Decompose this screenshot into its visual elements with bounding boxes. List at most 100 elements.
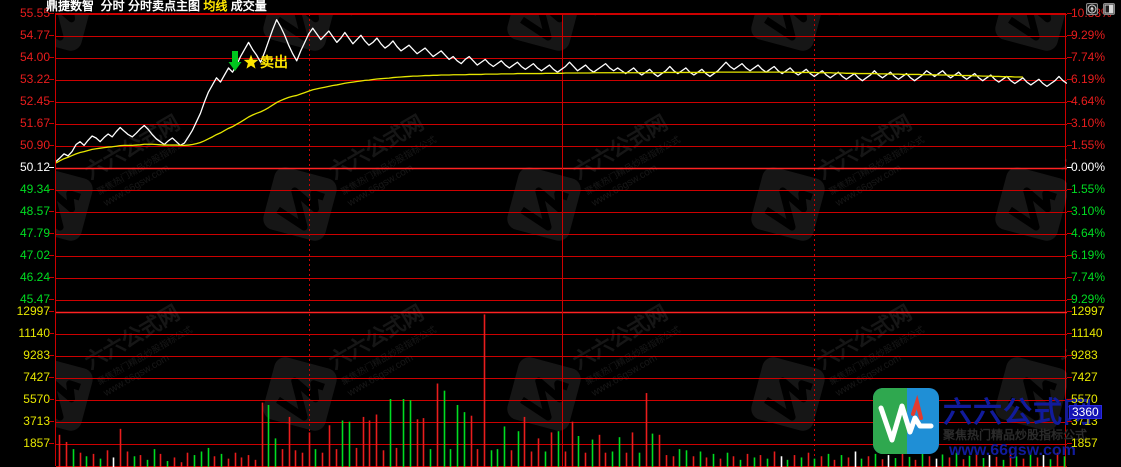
percent-axis-label-13: 9.29% [1071, 292, 1106, 306]
axis-tick [1067, 255, 1072, 256]
price-line [56, 19, 1067, 163]
percent-axis-label-4: 4.64% [1071, 94, 1106, 108]
axis-tick [49, 145, 54, 146]
percent-axis-label-2: 7.74% [1071, 50, 1106, 64]
axis-tick [49, 299, 54, 300]
percent-axis-right[interactable]: 10.83%9.29%7.74%6.19%4.64%3.10%1.55%0.00… [1067, 0, 1121, 466]
down-arrow-icon [228, 51, 242, 71]
axis-tick [49, 255, 54, 256]
axis-tick [1067, 421, 1072, 422]
percent-axis-label-10: 4.64% [1071, 226, 1106, 240]
volume-axis-label-right-2: 9283 [1071, 348, 1098, 362]
volume-axis-label-right-0: 12997 [1071, 304, 1105, 318]
volume-axis-label-left-5: 3713 [23, 414, 50, 428]
axis-tick [1067, 399, 1072, 400]
axis-tick [1067, 211, 1072, 212]
axis-tick [1067, 277, 1072, 278]
axis-tick [49, 13, 54, 14]
title-segment-0[interactable]: 鼎捷数智 [46, 0, 95, 13]
chart-title-group: 鼎捷数智 分时 分时卖点主图 均线 成交量 [46, 0, 267, 13]
percent-axis-label-9: 3.10% [1071, 204, 1106, 218]
axis-tick [1067, 443, 1072, 444]
percent-axis-label-11: 6.19% [1071, 248, 1106, 262]
title-segment-2[interactable]: 分时卖点主图 [124, 0, 201, 13]
axis-tick [49, 311, 54, 312]
price-axis-label-4: 52.45 [19, 94, 50, 108]
axis-tick [1067, 311, 1072, 312]
axis-tick [1067, 35, 1072, 36]
price-axis-label-7: 50.12 [19, 160, 50, 174]
percent-axis-label-12: 7.74% [1071, 270, 1106, 284]
price-axis-label-3: 53.22 [19, 72, 50, 86]
axis-tick [1067, 79, 1072, 80]
axis-tick [49, 443, 54, 444]
axis-tick [1067, 13, 1072, 14]
percent-axis-label-7: 0.00% [1071, 160, 1106, 174]
chart-title-bar: 鼎捷数智 分时 分时卖点主图 均线 成交量 [0, 0, 1121, 15]
axis-tick [1067, 333, 1072, 334]
axis-tick [49, 355, 54, 356]
axis-tick [49, 167, 54, 168]
chart-series-layer [56, 19, 1067, 467]
moving-average-line [56, 71, 1023, 164]
axis-tick [1067, 377, 1072, 378]
window-button-group [1086, 3, 1115, 15]
axis-tick [49, 399, 54, 400]
axis-tick [49, 35, 54, 36]
percent-axis-label-6: 1.55% [1071, 138, 1106, 152]
axis-tick [1067, 189, 1072, 190]
price-axis-label-8: 49.34 [19, 182, 50, 196]
price-axis-label-10: 47.79 [19, 226, 50, 240]
volume-axis-label-right-3: 7427 [1071, 370, 1098, 384]
star-icon [243, 54, 259, 69]
volume-axis-label-left-1: 11140 [18, 326, 50, 340]
volume-axis-label-right-4: 5570 [1071, 392, 1098, 406]
price-axis-label-13: 45.47 [19, 292, 50, 306]
axis-tick [1067, 355, 1072, 356]
title-segment-3[interactable]: 均线 [200, 0, 228, 13]
split-pane-icon[interactable] [1103, 3, 1115, 15]
axis-tick [49, 189, 54, 190]
axis-tick [49, 57, 54, 58]
arrow-up-in-circle-icon[interactable] [1086, 3, 1098, 15]
axis-tick [49, 421, 54, 422]
axis-tick [49, 333, 54, 334]
volume-axis-label-left-6: 1857 [23, 436, 50, 450]
axis-tick [49, 377, 54, 378]
axis-tick [1067, 57, 1072, 58]
price-axis-left[interactable]: 55.55 54.77 54.00 53.22 52.45 51.67 50.90 50.12… [0, 0, 54, 466]
price-axis-label-1: 54.77 [19, 28, 50, 42]
axis-tick [49, 123, 54, 124]
title-segment-4[interactable]: 成交量 [227, 0, 267, 13]
axis-tick [49, 101, 54, 102]
axis-tick [49, 79, 54, 80]
axis-tick [1067, 101, 1072, 102]
volume-axis-label-right-6: 1857 [1071, 436, 1098, 450]
percent-axis-label-1: 9.29% [1071, 28, 1106, 42]
volume-axis-label-right-1: 11140 [1071, 326, 1103, 340]
price-axis-label-6: 50.90 [19, 138, 50, 152]
volume-axis-label-left-0: 12997 [16, 304, 50, 318]
background-watermark-layer: 六六公式网聚焦热门精品炒股指标公式www.66gsw.com六六公式网聚焦热门精… [56, 14, 1067, 431]
volume-axis-label-left-4: 5570 [23, 392, 50, 406]
axis-tick [49, 277, 54, 278]
percent-axis-label-8: 1.55% [1071, 182, 1106, 196]
volume-axis-label-left-2: 9283 [23, 348, 50, 362]
axis-tick [1067, 123, 1072, 124]
volume-cursor-readout[interactable]: 3360 [1069, 405, 1102, 419]
price-axis-label-9: 48.57 [19, 204, 50, 218]
title-segment-1[interactable]: 分时 [94, 0, 125, 13]
chart-plot-area[interactable]: 六六公式网 聚焦热门精品炒股指标公式 www.66gsw.com 六六公式网 聚焦热门精… [55, 13, 1067, 467]
axis-tick [1067, 299, 1072, 300]
price-axis-label-12: 46.24 [19, 270, 50, 284]
price-axis-label-11: 47.02 [19, 248, 50, 262]
axis-tick [1067, 145, 1072, 146]
percent-axis-label-5: 3.10% [1071, 116, 1106, 130]
axis-tick [1067, 167, 1072, 168]
axis-tick [49, 233, 54, 234]
percent-axis-label-3: 6.19% [1071, 72, 1106, 86]
price-axis-label-0: 55.55 [19, 6, 50, 20]
axis-tick [49, 211, 54, 212]
axis-tick [1067, 233, 1072, 234]
